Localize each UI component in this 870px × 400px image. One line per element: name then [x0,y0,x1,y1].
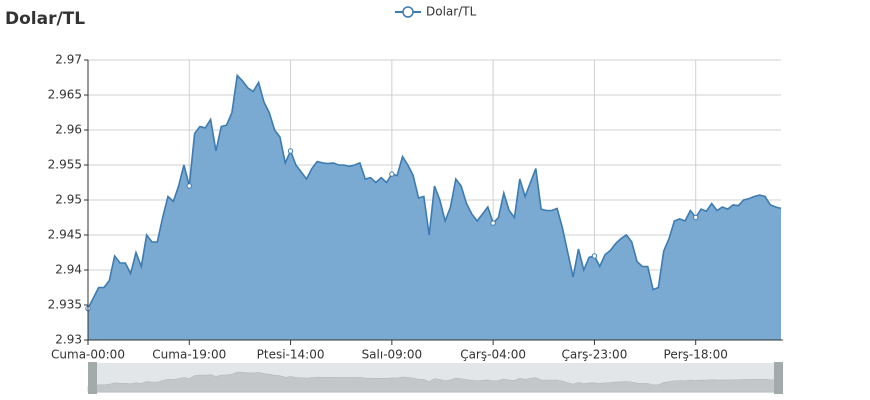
x-tick-label: Cuma-00:00 [51,348,125,362]
point [693,214,699,221]
y-tick-label: 2.93 [55,333,82,347]
y-tick-label: 2.945 [48,228,82,242]
x-tick-label: Salı-09:00 [362,348,423,362]
line [87,73,782,309]
y-tick-label: 2.965 [48,88,82,102]
y-tick-label: 2.96 [55,123,82,137]
point [186,183,192,189]
point [287,148,294,154]
area [88,75,781,341]
x-tick-label: Ptesi-14:00 [257,348,325,362]
chart-title: Dolar/TL [5,9,85,29]
y-tick-label: 2.95 [55,193,82,207]
zoom-handle[interactable] [88,362,97,394]
legend[interactable]: Dolar/TL [395,5,477,19]
point [591,253,598,259]
x-tick-label: Cuma-19:00 [152,348,226,362]
x-tick-label: Çarş-04:00 [460,348,526,362]
x-tick-label: Çarş-23:00 [562,348,628,362]
zoom-preview [87,371,782,393]
point [490,220,496,226]
y-tick-label: 2.955 [48,158,82,172]
y-tick-label: 2.94 [55,263,82,277]
point [389,171,395,177]
y-tick-label: 2.97 [55,53,82,67]
y-tick-label: 2.935 [48,298,82,312]
x-tick-label: Perş-18:00 [664,348,728,362]
zoom-handle[interactable] [774,362,783,394]
legend-label: Dolar/TL [426,5,477,19]
legend-symbol [402,6,414,18]
